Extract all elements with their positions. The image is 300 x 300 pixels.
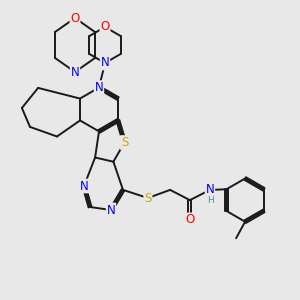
Text: N: N xyxy=(206,183,214,196)
Text: S: S xyxy=(144,191,152,205)
Text: N: N xyxy=(100,56,109,70)
Text: N: N xyxy=(70,65,80,79)
Text: N: N xyxy=(80,179,88,193)
Text: S: S xyxy=(121,136,128,149)
Text: O: O xyxy=(100,20,109,34)
Text: N: N xyxy=(106,203,116,217)
Text: O: O xyxy=(70,11,80,25)
Text: H: H xyxy=(207,196,214,205)
Text: N: N xyxy=(94,81,103,94)
Text: O: O xyxy=(185,213,194,226)
